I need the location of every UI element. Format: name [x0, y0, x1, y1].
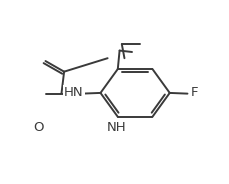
Text: O: O	[33, 121, 44, 134]
Text: HN: HN	[64, 86, 84, 99]
Text: NH: NH	[107, 121, 126, 134]
Text: F: F	[191, 86, 198, 99]
